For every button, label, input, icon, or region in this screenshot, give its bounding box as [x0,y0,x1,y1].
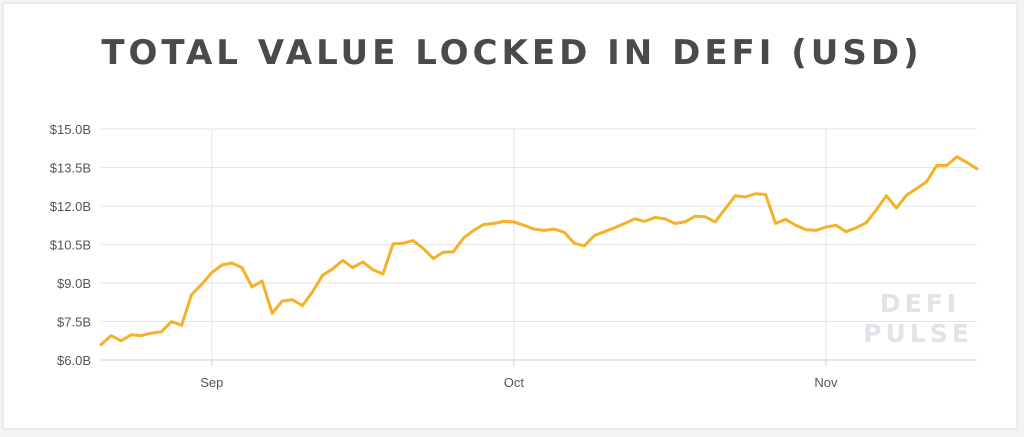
x-tick-label: Oct [504,375,525,390]
y-tick-label: $13.5B [50,161,91,176]
grid-lines [101,128,977,361]
y-tick-label: $7.5B [57,315,91,330]
y-tick-label: $6.0B [57,353,91,368]
x-tick-label: Nov [814,375,838,390]
watermark-line-2: PULSE [863,319,973,348]
chart-frame [2,2,1018,430]
chart-title: TOTAL VALUE LOCKED IN DEFI (USD) [101,33,923,73]
series [99,155,979,347]
x-tick-label: Sep [200,375,223,390]
defi-pulse-watermark: DEFI PULSE [863,289,973,348]
axes: $6.0B $7.5B $9.0B $10.5B $12.0B $13.5B $15.0B S… [50,122,838,390]
y-tick-label: $9.0B [57,276,91,291]
watermark-line-1: DEFI [880,289,960,318]
y-tick-label: $15.0B [50,122,91,137]
series-line [99,155,979,347]
y-tick-label: $10.5B [50,238,91,253]
y-tick-label: $12.0B [50,199,91,214]
